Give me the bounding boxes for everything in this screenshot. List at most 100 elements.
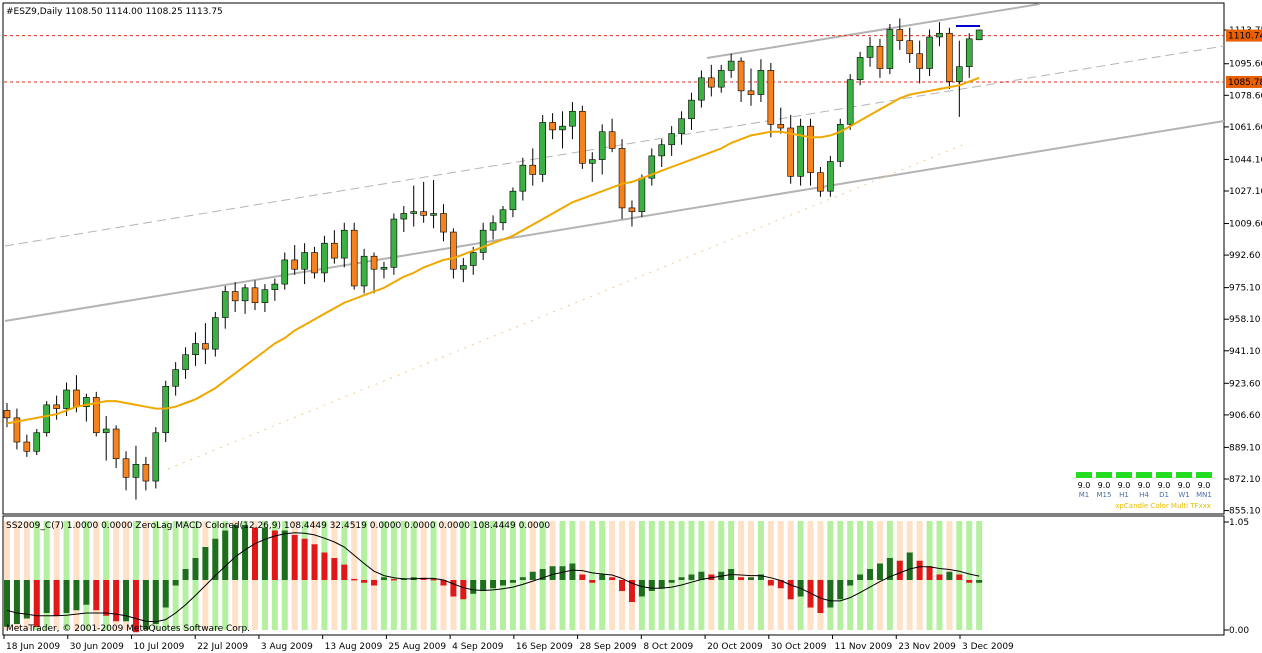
candle-body-bull	[281, 259, 289, 285]
candle-body-bear	[747, 90, 755, 95]
mtf-value: 9.0	[1078, 481, 1091, 490]
indicator-bg-bar	[4, 521, 10, 630]
indicator-bg-bar	[420, 521, 427, 630]
candle-body-bear	[142, 464, 150, 482]
candle-body-bull	[489, 222, 497, 231]
candle-body-bull	[926, 36, 933, 69]
candle-body-bear	[13, 417, 21, 443]
candle	[658, 139, 666, 168]
ind-axis-label-top: 1.05	[1229, 518, 1249, 528]
candle-body-bull	[658, 144, 666, 157]
candle-body-bull	[827, 161, 834, 192]
candle-body-bull	[668, 133, 675, 146]
macd-hist-bar	[172, 580, 179, 586]
mtf-value: 9.0	[1118, 481, 1131, 490]
price-tick-label: 975.10	[1229, 284, 1261, 294]
macd-hist-bar	[658, 580, 665, 589]
candle	[836, 118, 844, 168]
price-tick-label: 941.10	[1229, 347, 1261, 357]
candle	[807, 118, 814, 186]
macd-hist-bar	[857, 574, 864, 580]
indicator-bg-bar	[142, 521, 149, 630]
candle	[698, 70, 705, 108]
price-tick-label: 923.60	[1229, 379, 1261, 389]
macd-hist-bar	[311, 544, 318, 580]
channel-upper-line[interactable]	[706, 3, 1041, 59]
price-axis: 1113.751095.601078.601061.601044.101027.…	[1224, 26, 1262, 517]
indicator-bg-bar	[13, 521, 20, 630]
candle	[360, 248, 368, 294]
indicator-bg-bar	[480, 521, 487, 630]
macd-hist-bar	[549, 566, 556, 580]
indicator-bg-bar	[430, 521, 437, 630]
indicator-bg-bar	[43, 521, 50, 630]
horizontal-levels[interactable]	[4, 35, 1224, 83]
macd-hist-bar	[480, 580, 487, 591]
candle	[122, 451, 130, 491]
candle	[231, 282, 239, 312]
candle	[53, 395, 60, 420]
price-tick-label: 1078.60	[1229, 91, 1262, 101]
mtf-value: 9.0	[1098, 481, 1111, 490]
candle	[896, 18, 904, 50]
candle-body-bull	[469, 252, 477, 266]
macd-hist-bar	[33, 580, 40, 627]
macd-hist-bar	[450, 580, 457, 597]
candle	[727, 53, 735, 78]
indicator-bg-bar	[827, 521, 834, 630]
candle-body-bull	[380, 267, 388, 270]
candle	[747, 68, 755, 106]
candle-body-bear	[817, 172, 824, 192]
macd-hist-bar	[53, 580, 60, 616]
candle	[102, 416, 110, 461]
macd-hist-bar	[787, 580, 794, 600]
macd-hist-bar	[648, 580, 655, 591]
candle-body-bear	[350, 229, 358, 287]
candle-body-bull	[509, 190, 517, 211]
candle	[350, 222, 358, 290]
macd-hist-bar	[380, 577, 387, 580]
channel-lower-line[interactable]	[4, 120, 1225, 322]
mtf-timeframe: D1	[1159, 491, 1169, 499]
candle	[827, 155, 834, 197]
date-axis: 18 Jun 2009 30 Jun 2009 10 Jul 2009 22 Jul …	[3, 635, 1014, 652]
candle-body-bear	[53, 404, 60, 409]
candle-body-bull	[271, 283, 279, 290]
candle-body-bear	[549, 122, 556, 131]
indicator-bg-bar	[470, 521, 477, 630]
macd-hist-bar	[738, 577, 745, 580]
candle	[876, 38, 884, 78]
candle	[579, 105, 586, 169]
candle	[43, 401, 50, 437]
indicator-bg-bar	[361, 521, 368, 630]
candle-body-bear	[916, 53, 923, 69]
candle	[936, 22, 943, 47]
candle-body-bear	[3, 410, 11, 419]
macd-hist-bar	[430, 578, 437, 581]
candle	[142, 456, 150, 491]
candle-body-bear	[311, 252, 318, 274]
candle-body-bull	[648, 155, 656, 179]
indicator-bg-bar	[400, 521, 407, 630]
indicator-bg-bar	[777, 521, 784, 630]
macd-hist-bar	[708, 574, 715, 580]
candle	[489, 215, 497, 240]
candle	[390, 213, 398, 275]
candle	[956, 40, 963, 117]
candle	[549, 113, 556, 140]
candle	[212, 311, 219, 357]
mtf-timeframe: H1	[1119, 491, 1129, 499]
macd-hist-bar	[757, 574, 764, 580]
macd-hist-bar	[936, 574, 943, 580]
date-tick-label: 16 Sep 2009	[516, 642, 573, 652]
candle-body-bear	[202, 343, 209, 350]
indicator-bg-bar	[490, 521, 497, 630]
mtf-indicator-name: xpCandle Color Multi TFxxx	[1115, 502, 1211, 510]
macd-hist-bar	[371, 580, 378, 586]
candle-body-bear	[73, 389, 80, 408]
candle-body-bear	[291, 259, 298, 270]
candle-body-bear	[777, 123, 785, 129]
candle	[559, 111, 566, 149]
macd-hist-bar	[619, 580, 626, 591]
